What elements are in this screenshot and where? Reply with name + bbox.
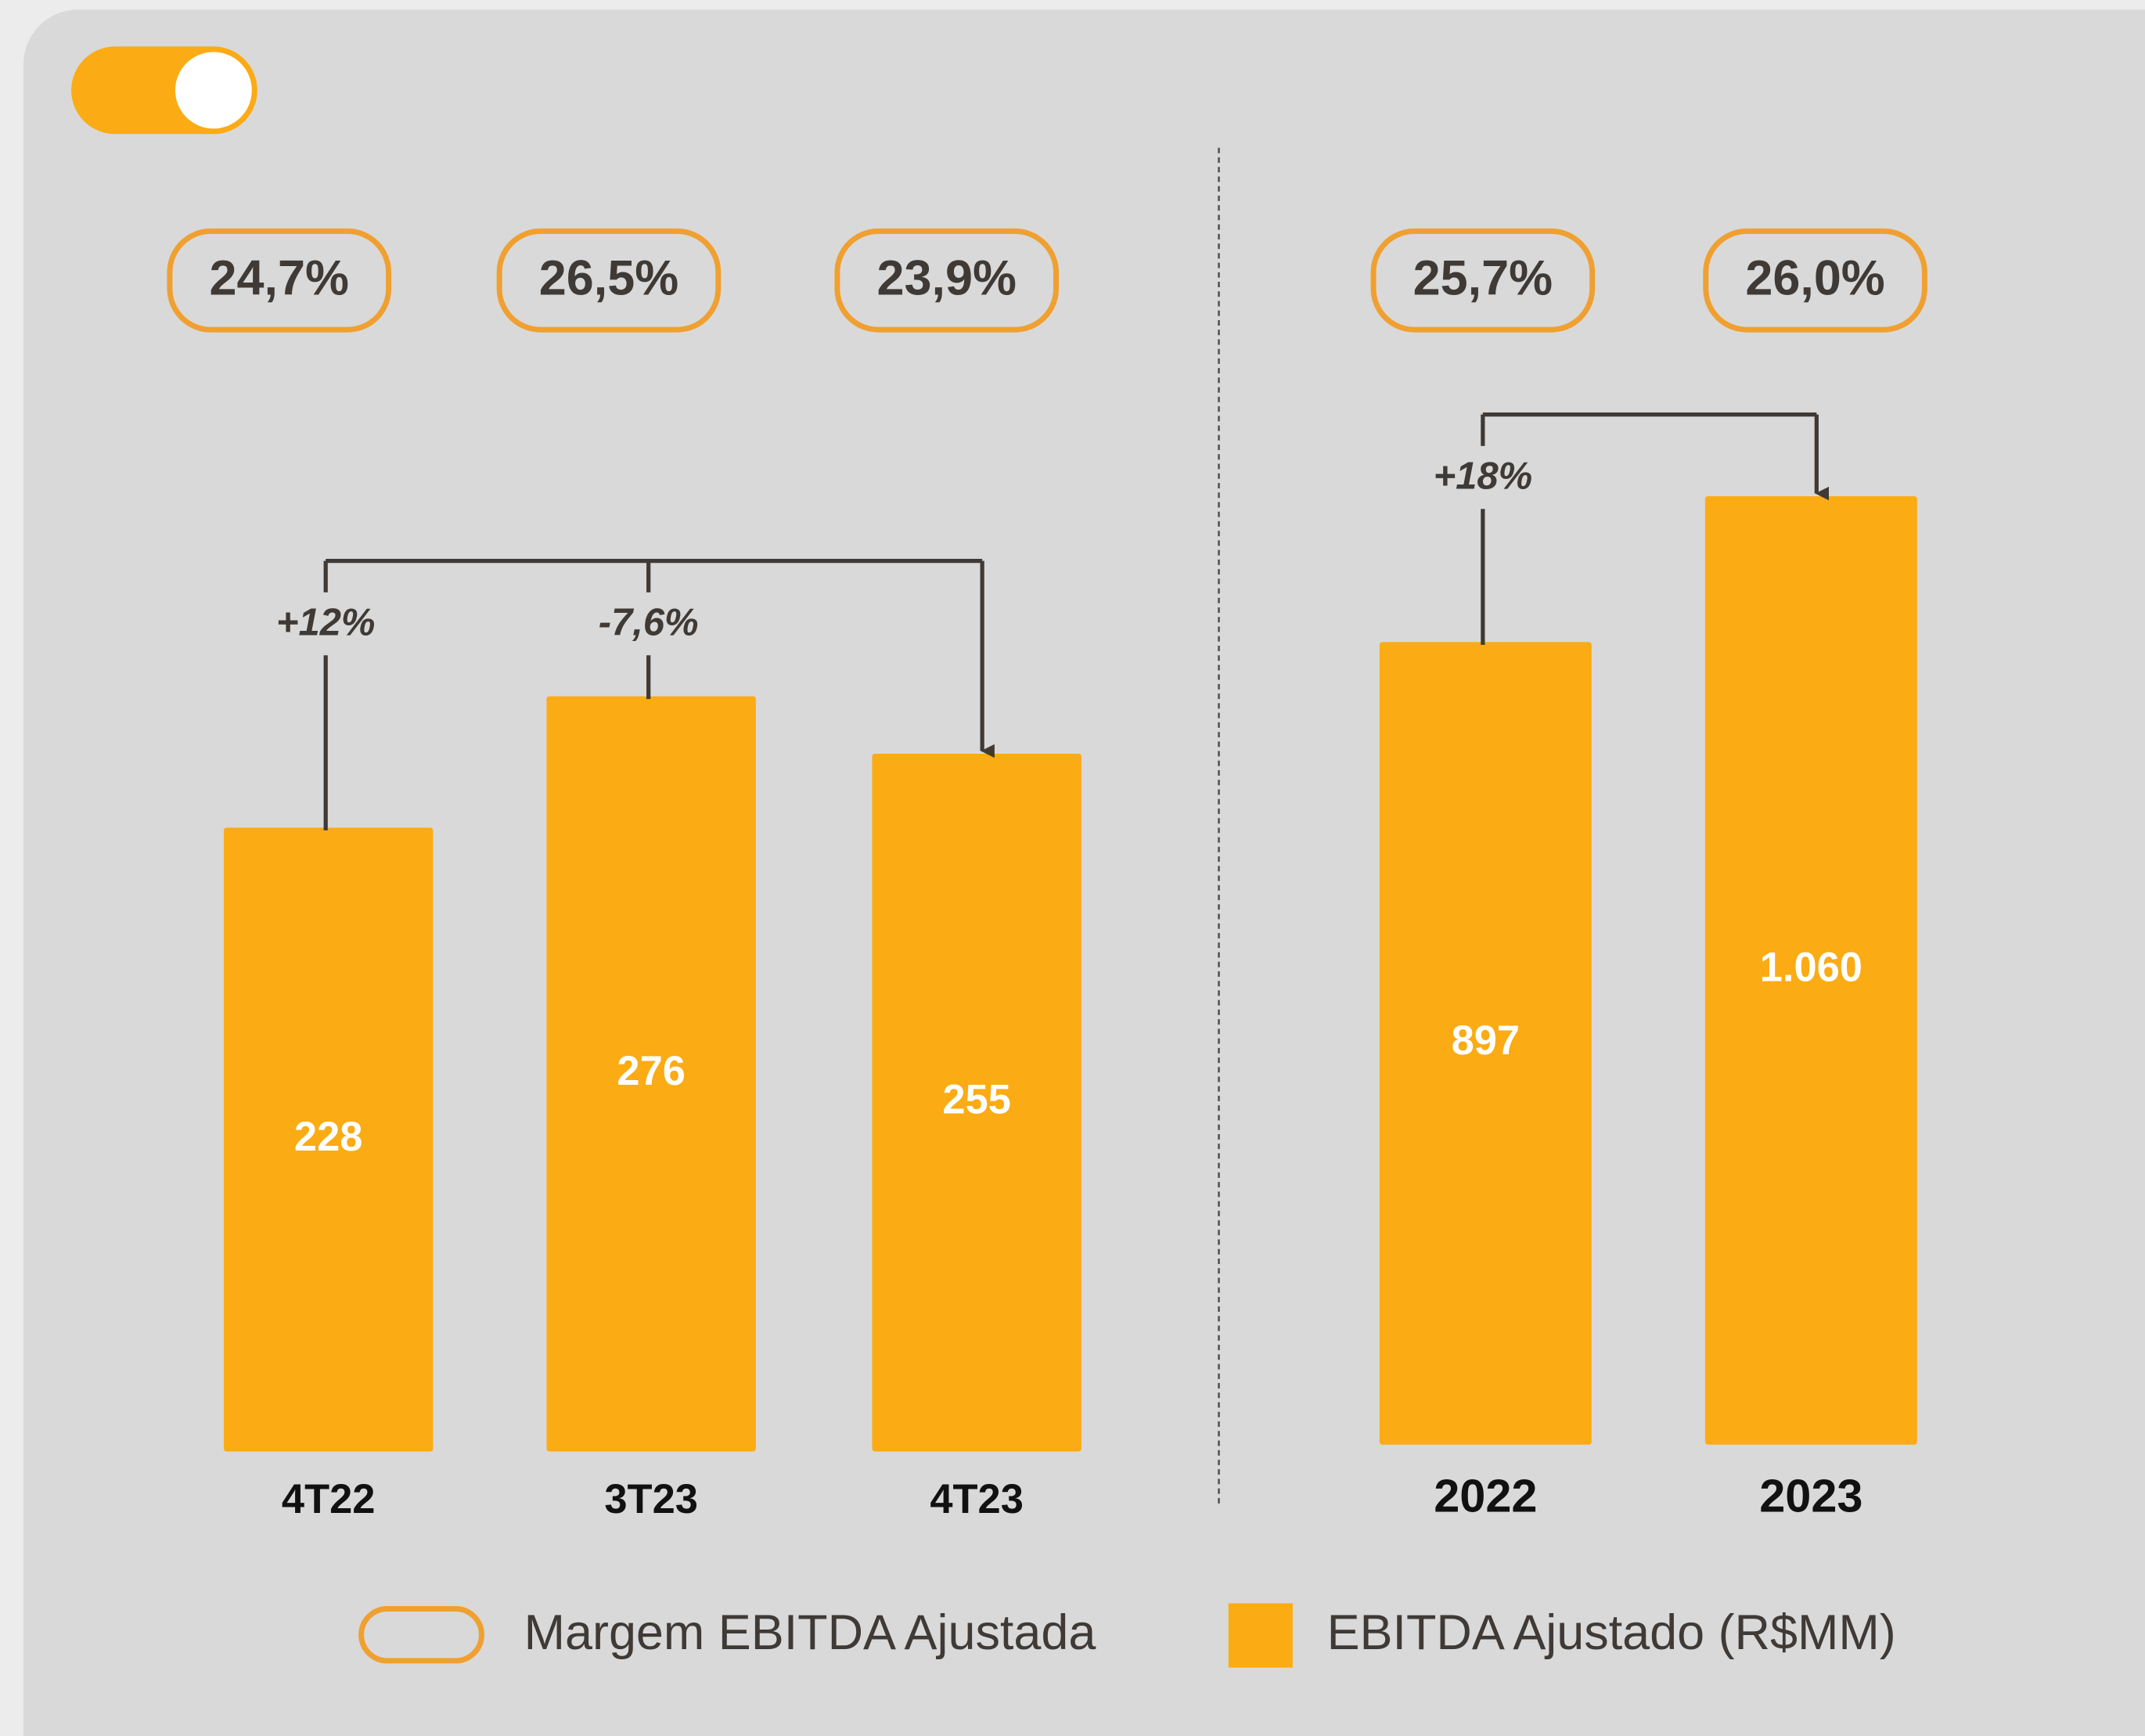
margin-pill xyxy=(496,228,722,333)
legend-label: Margem EBITDA Ajustada xyxy=(524,1605,1096,1660)
x-tick-label: 3T23 xyxy=(604,1477,698,1522)
bar xyxy=(1379,642,1592,1445)
bar-value-label: 228 xyxy=(294,1115,362,1160)
bar-value-label: 1.060 xyxy=(1760,945,1862,991)
margin-pill xyxy=(1370,228,1596,333)
margin-label: 26,0% xyxy=(1745,251,1884,306)
x-tick-label: 4T22 xyxy=(282,1477,375,1522)
x-tick-label: 2023 xyxy=(1759,1469,1862,1522)
legend-swatch xyxy=(1228,1603,1293,1668)
margin-label: 24,7% xyxy=(210,251,349,306)
bar xyxy=(546,696,756,1452)
bar xyxy=(1704,496,1917,1445)
toggle-knob xyxy=(175,52,252,129)
margin-pill xyxy=(834,228,1060,333)
x-tick-label: 2022 xyxy=(1434,1469,1537,1522)
bar-value-label: 276 xyxy=(617,1049,685,1094)
legend-label: EBITDA Ajustado (R$MM) xyxy=(1327,1605,1896,1660)
legend-swatch xyxy=(358,1605,484,1664)
bar-value-label: 897 xyxy=(1452,1018,1520,1064)
bar xyxy=(872,754,1081,1452)
margin-label: 25,7% xyxy=(1413,251,1553,306)
margin-label: 26,5% xyxy=(539,251,678,306)
change-annotation: -7,6% xyxy=(599,602,699,644)
margin-pill xyxy=(1703,228,1927,333)
margin-label: 23,9% xyxy=(877,251,1017,306)
bar-value-label: 255 xyxy=(942,1078,1010,1123)
change-annotation: +18% xyxy=(1434,456,1533,498)
x-tick-label: 4T23 xyxy=(930,1477,1024,1522)
change-annotation: +12% xyxy=(276,602,375,644)
margin-pill xyxy=(167,228,392,333)
bar xyxy=(223,827,434,1452)
